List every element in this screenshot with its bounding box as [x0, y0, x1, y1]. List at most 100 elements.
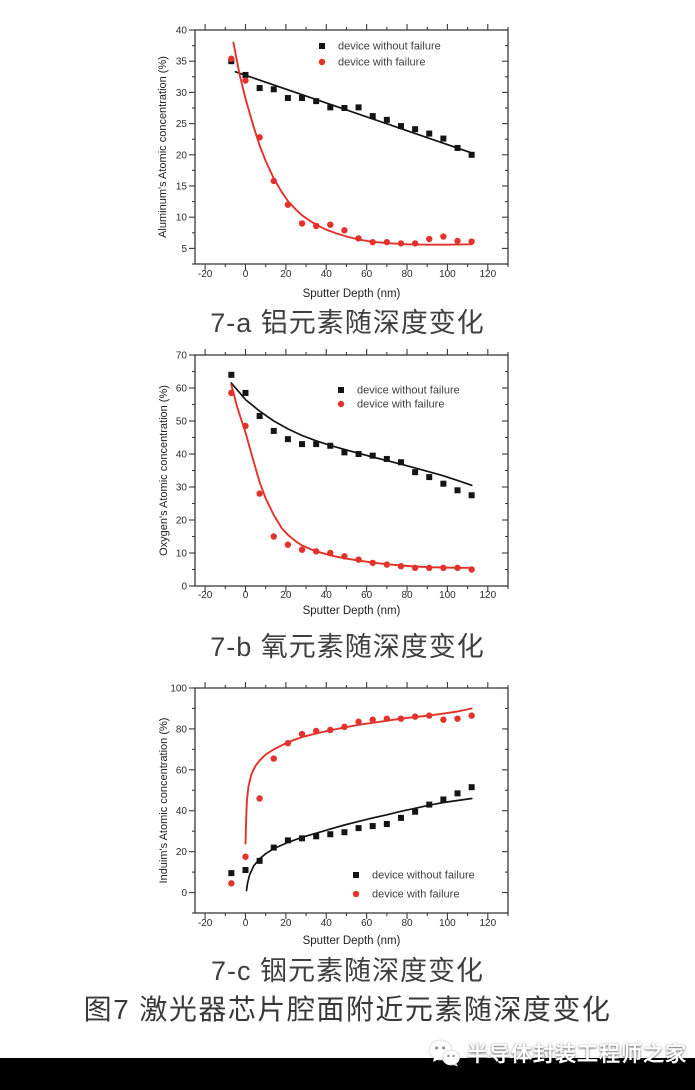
data-point [468, 784, 475, 791]
y-tick-label: 20 [176, 847, 188, 858]
data-point [228, 55, 235, 62]
legend-label: device without failure [338, 41, 441, 53]
data-point [454, 487, 461, 494]
fit-line [232, 41, 473, 246]
x-tick-label: 80 [401, 269, 413, 280]
data-point [426, 235, 433, 243]
x-tick-label: -20 [198, 918, 213, 929]
data-point [383, 116, 390, 123]
data-point [397, 459, 404, 466]
data-point [242, 389, 249, 396]
data-point [397, 715, 405, 722]
data-point [454, 144, 461, 151]
data-point [228, 870, 235, 877]
series-device-with-failure [228, 707, 475, 887]
plot-frame [194, 354, 509, 587]
x-tick-label: 100 [439, 590, 456, 601]
y-tick-label: 25 [176, 119, 188, 130]
data-point [284, 201, 292, 208]
legend-label: device without failure [372, 870, 475, 882]
data-point [270, 533, 277, 540]
data-point [256, 134, 263, 141]
data-point [426, 474, 433, 481]
data-point [355, 718, 362, 725]
data-point [298, 730, 306, 738]
x-tick-label: 80 [401, 590, 413, 601]
chart-7a-aluminum: -20 0 20 40 60 80 100 120 5 10 15 20 25 30 35 40 device … [157, 24, 509, 300]
data-point [369, 113, 376, 120]
legend-marker-circle [337, 400, 345, 408]
data-point [397, 240, 405, 247]
series-device-without-failure [228, 58, 475, 158]
y-tick-label: 60 [176, 765, 188, 776]
data-point [383, 238, 391, 246]
x-tick-label: 100 [439, 269, 456, 280]
data-point [270, 844, 277, 851]
figure-caption: 图7 激光器芯片腔面附近元素随深度变化 [83, 994, 612, 1025]
legend: device without failure device with failur… [352, 870, 475, 901]
data-point [369, 452, 376, 459]
data-point [242, 422, 249, 430]
data-point [454, 564, 461, 572]
data-point [355, 451, 362, 457]
caption-7a: 7-a 铝元素随深度变化 [210, 308, 485, 338]
x-tick-label: -20 [198, 590, 213, 601]
data-point [411, 564, 419, 572]
y-tick-label: 30 [176, 88, 188, 99]
y-tick-label: 35 [176, 57, 188, 68]
fit-line [244, 707, 473, 845]
data-point [341, 105, 348, 111]
data-point [355, 825, 362, 832]
data-point [256, 857, 263, 864]
x-tick-label: 120 [479, 269, 496, 280]
data-point [299, 835, 306, 842]
data-point [256, 490, 263, 497]
data-point [284, 837, 291, 844]
data-point [256, 85, 263, 92]
caption-7c: 7-c 铟元素随深度变化 [210, 956, 484, 986]
y-tick-label: 40 [176, 806, 188, 817]
x-axis-label: Sputter Depth (nm) [303, 605, 401, 617]
y-tick-label: 20 [176, 150, 188, 161]
data-point [228, 371, 235, 378]
data-point [256, 795, 263, 802]
legend-marker-square [353, 872, 359, 878]
data-point [468, 492, 475, 499]
data-point [369, 716, 376, 723]
data-point [341, 723, 348, 731]
data-point [468, 712, 475, 719]
y-tick-label: 50 [176, 417, 188, 428]
data-point [454, 790, 461, 797]
x-axis-label: Sputter Depth (nm) [303, 288, 401, 300]
data-point [313, 833, 320, 840]
series-device-without-failure [228, 371, 475, 499]
legend: device without failure device with failur… [337, 385, 460, 411]
data-point [228, 389, 235, 397]
data-point [341, 829, 348, 836]
data-point [341, 553, 348, 560]
data-point [397, 563, 405, 570]
y-tick-label: 10 [176, 213, 188, 224]
data-point [242, 853, 249, 860]
data-point [440, 796, 447, 803]
x-tick-label: 20 [280, 590, 292, 601]
data-point [468, 238, 475, 245]
data-point [411, 713, 419, 720]
data-point [355, 104, 362, 111]
legend-label: device with failure [338, 57, 425, 69]
data-point [468, 566, 475, 573]
watermark: 半导体封装工程师之家 [0, 1034, 687, 1072]
data-point [327, 549, 334, 557]
y-tick-label: 5 [181, 244, 187, 255]
x-tick-label: 20 [280, 269, 292, 280]
x-tick-label: 0 [243, 918, 249, 929]
data-point [299, 441, 306, 448]
data-point [242, 71, 249, 78]
x-tick-label: 60 [361, 590, 373, 601]
y-tick-label: 0 [181, 888, 187, 899]
fit-line [245, 797, 473, 892]
x-tick-label: 60 [361, 918, 373, 929]
data-point [327, 221, 334, 228]
fit-line [230, 383, 473, 569]
